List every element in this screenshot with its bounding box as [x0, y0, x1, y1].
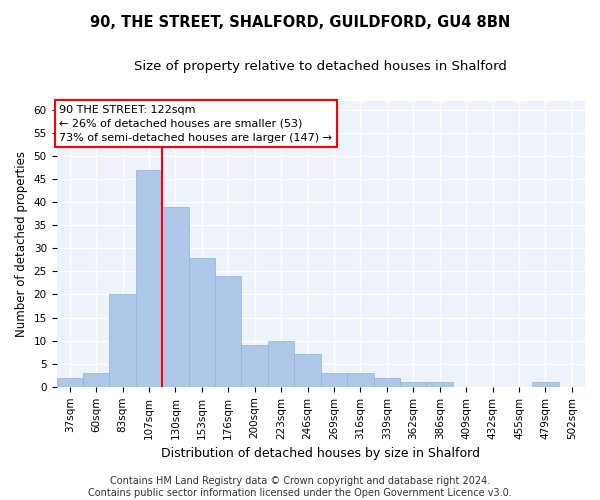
- Bar: [241, 346, 268, 387]
- Bar: [427, 382, 453, 387]
- Bar: [374, 378, 400, 387]
- Bar: [83, 373, 109, 387]
- Title: Size of property relative to detached houses in Shalford: Size of property relative to detached ho…: [134, 60, 507, 73]
- Bar: [136, 170, 162, 387]
- Bar: [268, 340, 295, 387]
- Bar: [215, 276, 241, 387]
- Bar: [532, 382, 559, 387]
- Bar: [109, 294, 136, 387]
- Text: 90 THE STREET: 122sqm
← 26% of detached houses are smaller (53)
73% of semi-deta: 90 THE STREET: 122sqm ← 26% of detached …: [59, 105, 332, 143]
- Bar: [56, 378, 83, 387]
- Bar: [347, 373, 374, 387]
- Bar: [162, 207, 188, 387]
- X-axis label: Distribution of detached houses by size in Shalford: Distribution of detached houses by size …: [161, 447, 480, 460]
- Bar: [188, 258, 215, 387]
- Bar: [321, 373, 347, 387]
- Text: 90, THE STREET, SHALFORD, GUILDFORD, GU4 8BN: 90, THE STREET, SHALFORD, GUILDFORD, GU4…: [90, 15, 510, 30]
- Bar: [295, 354, 321, 387]
- Text: Contains HM Land Registry data © Crown copyright and database right 2024.
Contai: Contains HM Land Registry data © Crown c…: [88, 476, 512, 498]
- Y-axis label: Number of detached properties: Number of detached properties: [15, 150, 28, 336]
- Bar: [400, 382, 427, 387]
